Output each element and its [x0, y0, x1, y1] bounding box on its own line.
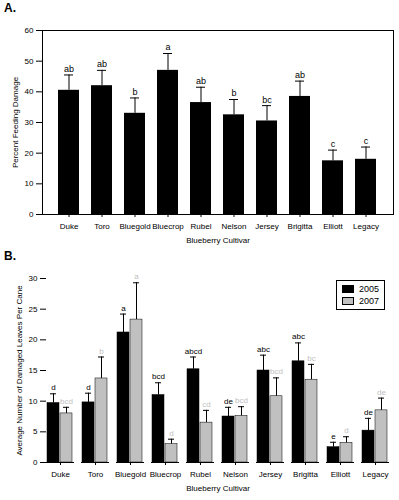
svg-text:b: b — [99, 347, 104, 356]
svg-text:a: a — [134, 272, 139, 281]
html-text:A.: A. — [4, 1, 16, 15]
svg-text:Bluegold: Bluegold — [119, 222, 150, 231]
svg-text:30: 30 — [25, 118, 34, 127]
svg-text:Jersey: Jersey — [255, 222, 279, 231]
svg-text:de: de — [224, 397, 233, 406]
svg-text:e: e — [331, 432, 336, 441]
svg-text:60: 60 — [25, 26, 34, 35]
svg-text:ab: ab — [196, 76, 206, 86]
svg-text:Duke: Duke — [51, 470, 70, 479]
svg-text:Blueberry Cultivar: Blueberry Cultivar — [186, 236, 250, 245]
svg-text:bc: bc — [307, 354, 315, 363]
svg-text:cd: cd — [202, 400, 210, 409]
html-text:2005: 2005 — [359, 284, 379, 294]
svg-text:Elliott: Elliott — [323, 222, 343, 231]
svg-text:bcd: bcd — [270, 367, 283, 376]
svg-text:Brigitta: Brigitta — [293, 470, 318, 479]
svg-text:40: 40 — [25, 87, 34, 96]
svg-text:de: de — [377, 388, 386, 397]
svg-text:a: a — [121, 304, 126, 313]
svg-text:ab: ab — [295, 70, 305, 80]
svg-text:Percent Feeding Damage: Percent Feeding Damage — [11, 76, 20, 168]
svg-text:de: de — [364, 408, 373, 417]
svg-text:Brigitta: Brigitta — [288, 222, 313, 231]
svg-text:Average Number of Damaged Leav: Average Number of Damaged Leaves Per Can… — [15, 285, 24, 456]
svg-text:Bluecrop: Bluecrop — [152, 222, 184, 231]
svg-text:30: 30 — [29, 274, 38, 283]
svg-text:Rubel: Rubel — [191, 222, 212, 231]
svg-text:5: 5 — [33, 427, 38, 436]
svg-text:10: 10 — [29, 397, 38, 406]
svg-text:15: 15 — [29, 366, 38, 375]
svg-text:Toro: Toro — [88, 470, 104, 479]
svg-text:c: c — [364, 136, 369, 146]
svg-text:ab: ab — [64, 64, 74, 74]
svg-text:b: b — [132, 87, 137, 97]
svg-text:d: d — [51, 383, 55, 392]
svg-text:d: d — [169, 429, 173, 438]
svg-text:Elliott: Elliott — [331, 470, 351, 479]
svg-text:Bluecrop: Bluecrop — [150, 470, 182, 479]
svg-text:Blueberry Cultivar: Blueberry Cultivar — [186, 484, 250, 493]
svg-text:abcd: abcd — [185, 347, 202, 356]
svg-text:Nelson: Nelson — [222, 222, 247, 231]
svg-text:Toro: Toro — [94, 222, 110, 231]
html-text:2007: 2007 — [359, 296, 379, 306]
svg-text:Rubel: Rubel — [190, 470, 211, 479]
svg-text:20: 20 — [29, 335, 38, 344]
svg-text:Jersey: Jersey — [259, 470, 283, 479]
svg-text:abc: abc — [257, 345, 270, 354]
svg-text:c: c — [331, 139, 336, 149]
svg-text:bcd: bcd — [235, 396, 248, 405]
svg-text:0: 0 — [33, 458, 38, 467]
svg-text:bc: bc — [262, 95, 272, 105]
svg-text:a: a — [165, 42, 170, 52]
svg-text:10: 10 — [25, 179, 34, 188]
svg-text:50: 50 — [25, 57, 34, 66]
svg-text:Nelson: Nelson — [223, 470, 248, 479]
svg-text:Duke: Duke — [60, 222, 79, 231]
svg-text:d: d — [86, 383, 90, 392]
svg-text:bcd: bcd — [60, 397, 73, 406]
svg-text:Bluegold: Bluegold — [115, 470, 146, 479]
svg-text:Legacy: Legacy — [353, 222, 379, 231]
svg-text:25: 25 — [29, 305, 38, 314]
html-text:B.: B. — [4, 249, 16, 263]
svg-text:b: b — [231, 88, 236, 98]
svg-text:0: 0 — [29, 210, 34, 219]
svg-text:bcd: bcd — [152, 372, 165, 381]
svg-text:abc: abc — [292, 332, 305, 341]
svg-text:d: d — [344, 426, 348, 435]
svg-text:ab: ab — [97, 59, 107, 69]
svg-text:20: 20 — [25, 149, 34, 158]
svg-text:Legacy: Legacy — [363, 470, 389, 479]
